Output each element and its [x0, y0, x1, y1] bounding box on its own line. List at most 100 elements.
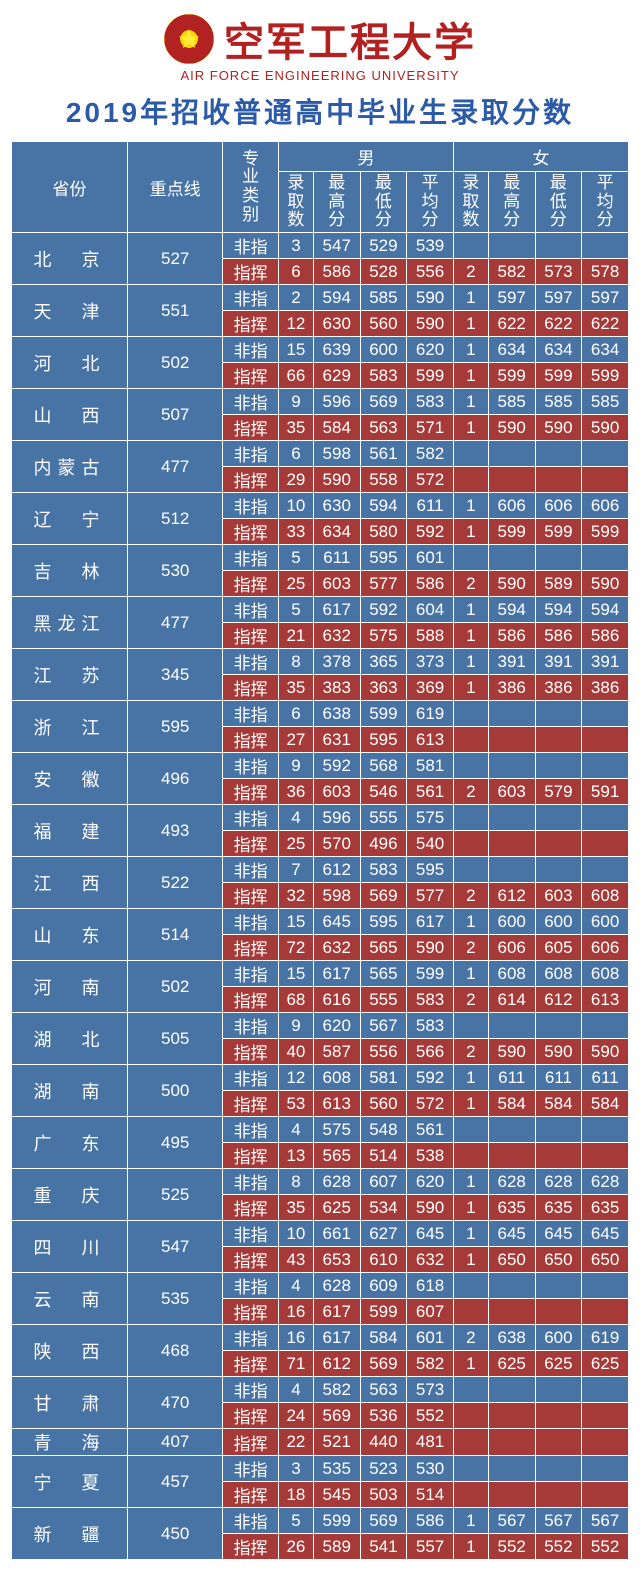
data-cell: 71: [278, 1351, 313, 1377]
data-cell: 1: [453, 1065, 488, 1091]
data-cell: 35: [278, 675, 313, 701]
data-cell: [582, 857, 629, 883]
data-cell: 611: [582, 1065, 629, 1091]
data-cell: 634: [488, 337, 535, 363]
data-cell: 586: [582, 623, 629, 649]
data-cell: 1: [453, 363, 488, 389]
data-cell: 634: [582, 337, 629, 363]
data-cell: 603: [535, 883, 582, 909]
province-cell: 福 建: [12, 805, 128, 857]
data-cell: 15: [278, 961, 313, 987]
data-cell: 577: [407, 883, 454, 909]
data-cell: 557: [407, 1534, 454, 1560]
data-cell: 599: [360, 701, 407, 727]
data-cell: [488, 1013, 535, 1039]
data-cell: 383: [313, 675, 360, 701]
data-cell: 585: [360, 285, 407, 311]
data-cell: [582, 1013, 629, 1039]
data-cell: 628: [535, 1169, 582, 1195]
data-cell: 567: [582, 1508, 629, 1534]
col-keyline: 重点线: [128, 142, 223, 233]
data-cell: 620: [407, 337, 454, 363]
data-cell: 629: [313, 363, 360, 389]
data-cell: 608: [313, 1065, 360, 1091]
data-cell: 588: [407, 623, 454, 649]
data-cell: 595: [360, 727, 407, 753]
major-type-cell: 非指: [223, 909, 279, 935]
data-cell: 610: [360, 1247, 407, 1273]
data-cell: 9: [278, 1013, 313, 1039]
col-max: 最高分: [313, 172, 360, 233]
data-cell: [453, 1403, 488, 1429]
major-type-cell: 指挥: [223, 1351, 279, 1377]
data-cell: 5: [278, 597, 313, 623]
data-cell: 600: [535, 1325, 582, 1351]
data-cell: [535, 467, 582, 493]
data-cell: 563: [360, 1377, 407, 1403]
major-type-cell: 指挥: [223, 1534, 279, 1560]
province-cell: 重 庆: [12, 1169, 128, 1221]
data-cell: 3: [278, 1456, 313, 1482]
data-cell: 7: [278, 857, 313, 883]
data-cell: 12: [278, 1065, 313, 1091]
data-cell: [535, 701, 582, 727]
data-cell: 391: [535, 649, 582, 675]
major-type-cell: 指挥: [223, 779, 279, 805]
data-cell: 555: [360, 987, 407, 1013]
data-cell: 611: [313, 545, 360, 571]
keyline-cell: 535: [128, 1273, 223, 1325]
province-cell: 辽 宁: [12, 493, 128, 545]
major-type-cell: 非指: [223, 1221, 279, 1247]
major-type-cell: 非指: [223, 285, 279, 311]
data-cell: 1: [453, 649, 488, 675]
data-cell: 2: [278, 285, 313, 311]
data-cell: 599: [407, 961, 454, 987]
data-cell: 585: [535, 389, 582, 415]
data-cell: 1: [453, 961, 488, 987]
data-cell: 584: [313, 415, 360, 441]
col-min: 最低分: [360, 172, 407, 233]
data-cell: [535, 233, 582, 259]
major-type-cell: 指挥: [223, 1429, 279, 1456]
data-cell: 35: [278, 1195, 313, 1221]
data-cell: 599: [488, 519, 535, 545]
major-type-cell: 非指: [223, 597, 279, 623]
data-cell: 586: [535, 623, 582, 649]
major-type-cell: 非指: [223, 441, 279, 467]
data-cell: 594: [360, 493, 407, 519]
data-cell: [535, 1299, 582, 1325]
data-cell: [582, 1429, 629, 1456]
data-cell: 628: [313, 1273, 360, 1299]
data-cell: 572: [407, 467, 454, 493]
data-cell: 72: [278, 935, 313, 961]
data-cell: 535: [313, 1456, 360, 1482]
data-cell: 631: [313, 727, 360, 753]
data-cell: [582, 831, 629, 857]
data-cell: 9: [278, 389, 313, 415]
data-cell: 632: [407, 1247, 454, 1273]
data-cell: 558: [360, 467, 407, 493]
data-cell: 586: [407, 1508, 454, 1534]
data-cell: 40: [278, 1039, 313, 1065]
province-cell: 湖 南: [12, 1065, 128, 1117]
major-type-cell: 指挥: [223, 675, 279, 701]
keyline-cell: 345: [128, 649, 223, 701]
data-cell: 606: [582, 935, 629, 961]
province-cell: 陕 西: [12, 1325, 128, 1377]
data-cell: [488, 727, 535, 753]
data-cell: 618: [407, 1273, 454, 1299]
data-cell: [488, 1273, 535, 1299]
data-cell: 577: [360, 571, 407, 597]
major-type-cell: 非指: [223, 1169, 279, 1195]
data-cell: 571: [407, 415, 454, 441]
keyline-cell: 595: [128, 701, 223, 753]
data-cell: 4: [278, 1377, 313, 1403]
data-cell: 575: [313, 1117, 360, 1143]
data-cell: [535, 1143, 582, 1169]
data-cell: 599: [488, 363, 535, 389]
province-cell: 河 北: [12, 337, 128, 389]
data-cell: [582, 1117, 629, 1143]
data-cell: [453, 1429, 488, 1456]
province-cell: 新 疆: [12, 1508, 128, 1560]
data-cell: 578: [582, 259, 629, 285]
